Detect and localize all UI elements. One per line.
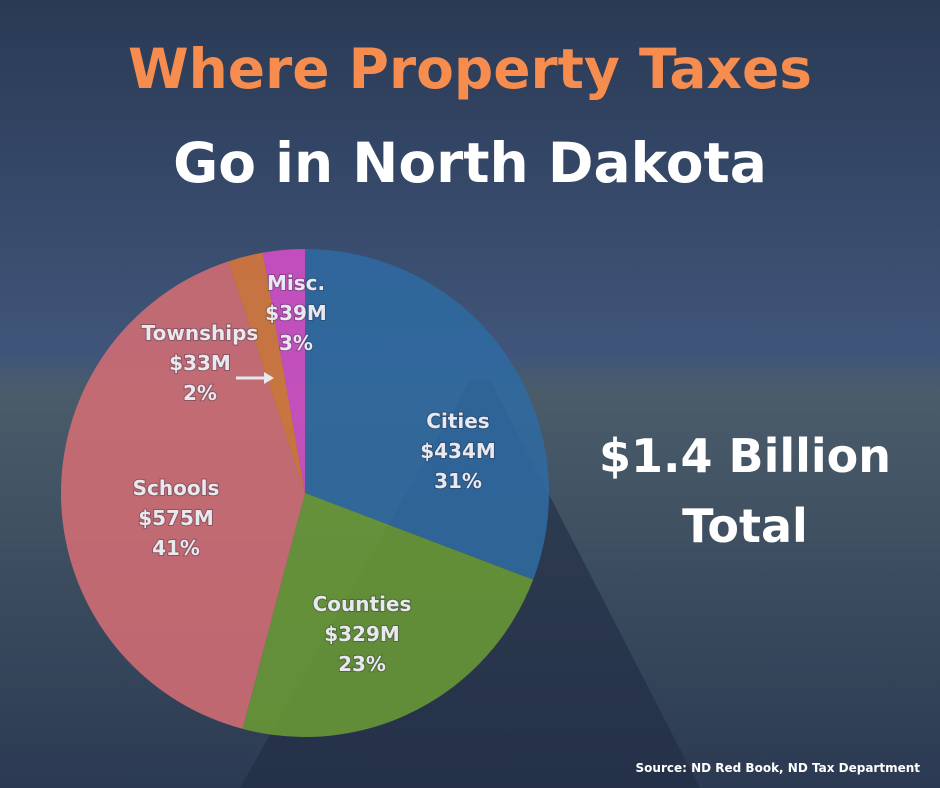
arrow-head — [264, 372, 274, 384]
labels: Cities $434M 31% Counties $329M 23% Schools $57… — [132, 270, 497, 677]
value-label: $575M — [138, 506, 214, 530]
percent-label: 41% — [152, 536, 200, 560]
total-label: $1.4 Billion — [599, 429, 891, 483]
pie-slice — [305, 249, 549, 580]
slice-name: Cities — [426, 409, 489, 433]
pie-slice — [262, 249, 305, 493]
value-label: $329M — [324, 622, 400, 646]
slice-name: Misc. — [267, 271, 325, 295]
percent-label: 23% — [338, 652, 386, 676]
value-label: $33M — [169, 351, 231, 375]
chart-title: Where Property Taxes — [128, 37, 812, 101]
pie-slice — [228, 252, 305, 493]
value-label: $434M — [420, 439, 496, 463]
pie — [61, 249, 549, 737]
slice-name: Schools — [133, 476, 220, 500]
percent-label: 31% — [434, 469, 482, 493]
source: Source: ND Red Book, ND Tax Department — [636, 761, 921, 775]
pie-slice — [242, 493, 534, 737]
slice-name: Counties — [313, 592, 412, 616]
slice-name: Townships — [142, 321, 259, 345]
value-label: $39M — [265, 301, 327, 325]
percent-label: 3% — [279, 331, 313, 355]
percent-label: 2% — [183, 381, 217, 405]
total-label: Total — [682, 499, 808, 553]
chart-title: Go in North Dakota — [173, 131, 767, 195]
